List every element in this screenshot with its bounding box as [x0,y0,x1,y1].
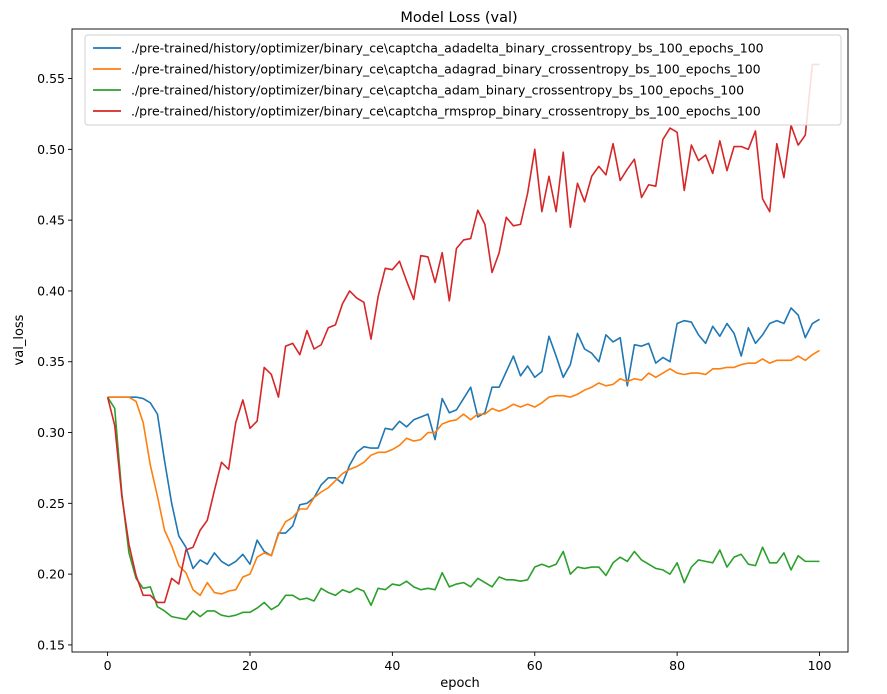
x-tick-label: 40 [384,658,400,673]
legend-entry: ./pre-trained/history/optimizer/binary_c… [131,62,761,77]
y-tick-label: 0.35 [37,354,65,369]
series-line-1 [107,349,820,597]
y-axis-label: val_loss [12,314,27,365]
plot-area [71,28,849,653]
series-line-2 [106,396,820,621]
x-tick-label: 0 [104,658,112,673]
series-layer [106,63,820,621]
y-tick-label: 0.30 [37,425,65,440]
y-tick-label: 0.25 [37,496,65,511]
series-line-3 [106,63,820,604]
legend-entry: ./pre-trained/history/optimizer/binary_c… [131,41,764,56]
x-axis: 0 20 40 60 80 100 [104,652,832,673]
x-tick-label: 60 [527,658,543,673]
legend-entry: ./pre-trained/history/optimizer/binary_c… [131,83,744,98]
x-axis-label: epoch [440,676,480,691]
x-tick-label: 100 [808,658,832,673]
y-tick-label: 0.50 [37,142,65,157]
x-tick-label: 80 [669,658,685,673]
legend: ./pre-trained/history/optimizer/binary_c… [84,34,842,126]
y-tick-label: 0.20 [37,567,65,582]
series-line-0 [107,307,820,570]
chart-title: Model Loss (val) [400,10,517,26]
legend-entry: ./pre-trained/history/optimizer/binary_c… [131,104,761,119]
y-tick-label: 0.40 [37,283,65,298]
y-tick-label: 0.15 [37,637,65,652]
x-tick-label: 20 [242,658,258,673]
y-axis: 0.15 0.20 0.25 0.30 0.35 0.40 0.45 0.50 0.55 [37,71,72,652]
y-tick-label: 0.55 [37,71,65,86]
y-tick-label: 0.45 [37,213,65,228]
legend-box [84,34,842,126]
